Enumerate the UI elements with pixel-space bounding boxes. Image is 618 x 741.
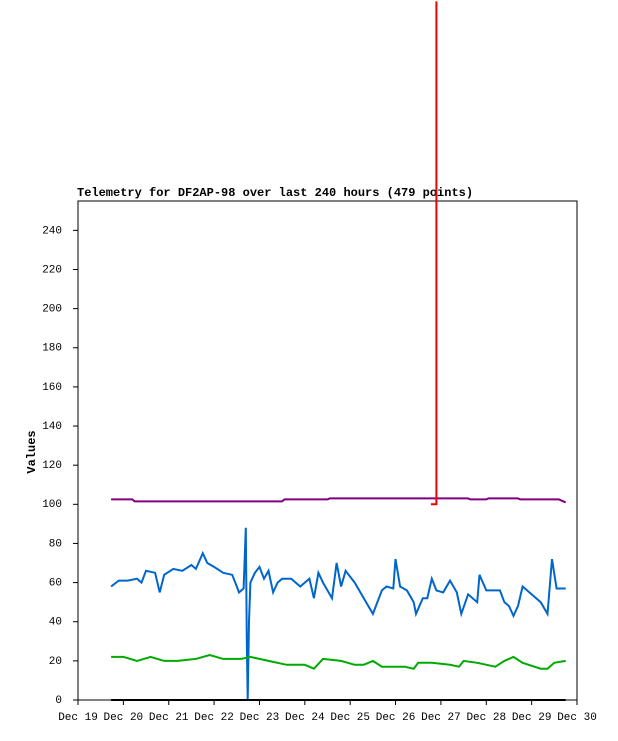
x-tick-label: Dec 26 [376, 712, 416, 724]
x-tick-label: Dec 25 [330, 712, 370, 724]
y-tick-label: 180 [42, 343, 62, 355]
y-tick-label: 20 [49, 656, 62, 668]
y-tick-label: 80 [49, 538, 62, 550]
series-line [111, 497, 567, 504]
series-line [111, 653, 566, 670]
y-tick-label: 200 [42, 304, 62, 316]
x-tick-label: Dec 22 [194, 712, 234, 724]
x-tick-label: Dec 30 [557, 712, 597, 724]
y-tick-label: 0 [55, 695, 62, 707]
x-tick-label: Dec 21 [149, 712, 189, 724]
y-tick-label: 60 [49, 577, 62, 589]
x-tick-label: Dec 27 [421, 712, 461, 724]
y-tick-label: 120 [42, 460, 62, 472]
chart-title: Telemetry for DF2AP-98 over last 240 hou… [77, 186, 473, 200]
x-tick-label: Dec 28 [466, 712, 506, 724]
x-tick-label: Dec 20 [104, 712, 144, 724]
x-tick-label: Dec 19 [58, 712, 98, 724]
y-tick-label: 40 [49, 617, 62, 629]
y-tick-label: 160 [42, 382, 62, 394]
x-tick-label: Dec 29 [512, 712, 552, 724]
series-line [430, 1, 438, 506]
plot-frame [77, 200, 578, 701]
y-axis-label: Values [25, 430, 39, 473]
x-tick-label: Dec 23 [240, 712, 280, 724]
y-tick-label: 220 [42, 264, 62, 276]
y-tick-label: 100 [42, 499, 62, 511]
y-tick-label: 140 [42, 421, 62, 433]
y-tick-label: 240 [42, 225, 62, 237]
x-tick-label: Dec 24 [285, 712, 325, 724]
series-line [110, 527, 566, 701]
